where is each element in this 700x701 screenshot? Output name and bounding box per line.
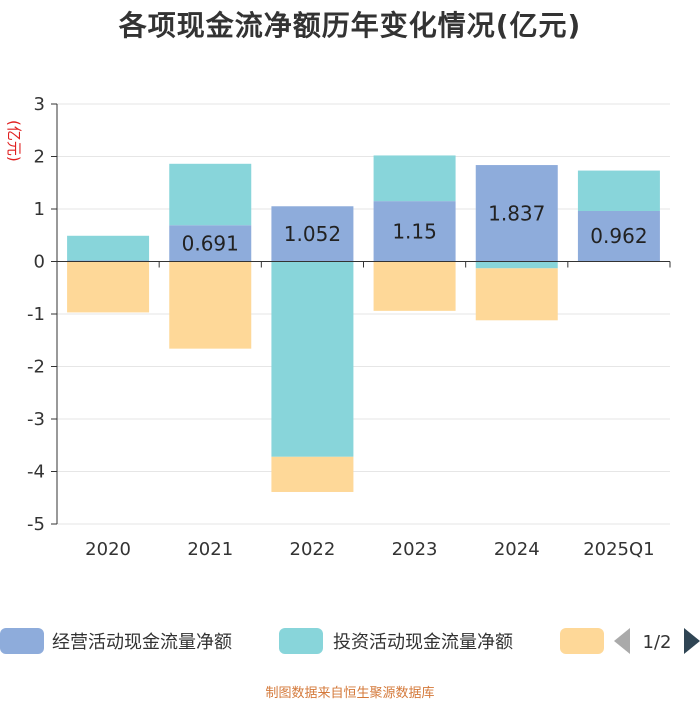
data-label-2021: 0.691 [182,231,239,255]
y-tick-label-4: -1 [27,304,45,325]
bar-operating-2023 [373,201,456,262]
axes-layer: 3 2 1 0 -1 -2 -3 -4 -5 2020 2021 2022 2023 2024 2025Q1 [27,94,671,560]
y-tick-label-8: -5 [27,514,45,535]
bar-operating-2024 [475,165,558,262]
gridlines [57,103,670,525]
y-tick-label-1: 2 [34,147,45,168]
x-tick-label-4: 2024 [494,539,540,560]
y-tick-label-5: -2 [27,357,45,378]
x-tick-label-1: 2021 [187,539,233,560]
y-tick-label-3: 0 [34,252,45,273]
bar-investing-2022 [271,261,354,457]
y-tick-label-7: -4 [27,462,45,483]
bar-investing-2021 [169,163,252,226]
data-label-2023: 1.15 [392,219,437,243]
bar-operating-2022 [271,206,354,262]
x-tick-label-3: 2023 [392,539,438,560]
legend-label-operating[interactable]: 经营活动现金流量净额 [52,632,232,653]
bar-investing-2024 [475,261,558,269]
legend-label-investing[interactable]: 投资活动现金流量净额 [333,632,513,653]
legend-swatch-operating[interactable] [0,628,44,654]
bar-investing-2023 [373,155,456,202]
bar-financing-2022 [271,456,354,492]
legend-swatch-financing[interactable] [560,628,604,654]
bars-layer [67,155,660,492]
legend-swatch-investing[interactable] [279,628,323,654]
x-tick-label-0: 2020 [85,539,131,560]
y-tick-label-0: 3 [34,94,45,115]
legend-page-indicator: 1/2 [643,632,672,653]
bar-investing-2025Q1 [577,170,660,211]
bar-operating-2020 [67,260,150,262]
bar-financing-2024 [475,268,558,321]
y-tick-label-6: -3 [27,409,45,430]
data-label-2022: 1.052 [284,222,341,246]
legend: 经营活动现金流量净额 投资活动现金流量净额 1/2 [0,628,700,654]
source-note: 制图数据来自恒生聚源数据库 [265,686,435,701]
data-labels-layer: 0.691 1.052 1.15 1.837 0.962 [182,201,648,255]
y-axis-label: (亿元) [5,120,23,162]
bar-operating-2021 [169,225,252,262]
data-label-2025Q1: 0.962 [590,224,647,248]
chart-title: 各项现金流净额历年变化情况(亿元) [118,9,582,42]
data-label-2024: 1.837 [488,201,545,225]
bar-financing-2020 [67,261,150,313]
bar-operating-2025Q1 [577,210,660,262]
y-tick-label-2: 1 [34,199,45,220]
bar-financing-2023 [373,261,456,311]
legend-next-icon[interactable] [684,628,700,654]
x-tick-label-2: 2022 [290,539,336,560]
x-tick-label-5: 2025Q1 [583,539,654,560]
bar-financing-2021 [169,261,252,349]
legend-prev-icon[interactable] [614,628,630,654]
bar-investing-2020 [67,235,150,261]
